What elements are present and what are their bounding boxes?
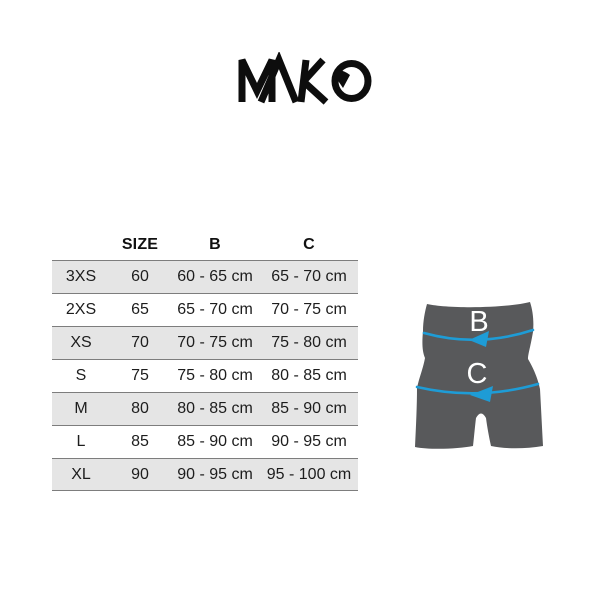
b-range: 65 - 70 cm	[177, 301, 253, 318]
size-number: 80	[131, 400, 149, 417]
table-row: XS 70 70 - 75 cm 75 - 80 cm	[52, 326, 358, 359]
size-label: XS	[70, 334, 92, 351]
size-number: 60	[131, 268, 149, 285]
table-row: M 80 80 - 85 cm 85 - 90 cm	[52, 392, 358, 425]
size-number: 75	[131, 367, 149, 384]
size-number: 85	[131, 433, 149, 450]
c-range: 65 - 70 cm	[271, 268, 347, 285]
logo-letters-mak	[238, 52, 329, 105]
b-range: 60 - 65 cm	[177, 268, 253, 285]
hip-label: C	[467, 358, 488, 390]
size-label: M	[74, 400, 88, 417]
b-range: 70 - 75 cm	[177, 334, 253, 351]
table-row: XL 90 90 - 95 cm 95 - 100 cm	[52, 458, 358, 491]
size-label: L	[76, 433, 86, 450]
hip-arrow-icon	[470, 386, 493, 402]
c-range: 80 - 85 cm	[271, 367, 347, 384]
mako-logo	[238, 52, 372, 105]
shark-fin-icon	[334, 70, 350, 88]
logo-letter-k-lower	[300, 78, 329, 105]
c-range: 75 - 80 cm	[271, 334, 347, 351]
size-number: 70	[131, 334, 149, 351]
b-range: 75 - 80 cm	[177, 367, 253, 384]
header-size: SIZE	[121, 236, 159, 253]
b-range: 90 - 95 cm	[177, 465, 253, 483]
logo-letter-o	[331, 60, 372, 102]
size-label: XL	[71, 465, 91, 483]
header-b: B	[209, 236, 221, 253]
table-row: 2XS 65 65 - 70 cm 70 - 75 cm	[52, 293, 358, 326]
table-row: 3XS 60 60 - 65 cm 65 - 70 cm	[52, 260, 358, 293]
size-label: 2XS	[65, 301, 97, 318]
b-range: 80 - 85 cm	[177, 400, 253, 417]
table-row: S 75 75 - 80 cm 80 - 85 cm	[52, 359, 358, 392]
size-chart-table: SIZE B C 3XS 60 60 - 65 cm 65 - 70 cm 2X…	[52, 226, 358, 491]
c-range: 95 - 100 cm	[266, 465, 352, 483]
logo-letter-k-upper	[300, 57, 326, 85]
size-number: 90	[131, 465, 149, 483]
size-label: 3XS	[65, 268, 97, 285]
header-c: C	[303, 236, 315, 253]
b-range: 85 - 90 cm	[177, 433, 253, 450]
c-range: 90 - 95 cm	[271, 433, 347, 450]
c-range: 70 - 75 cm	[271, 301, 347, 318]
logo-letter-a	[257, 52, 300, 104]
table-header-row: SIZE B C	[52, 226, 358, 260]
size-label: S	[75, 367, 87, 384]
size-number: 65	[131, 301, 149, 318]
shorts-diagram: B C	[415, 302, 543, 449]
waist-arrow-icon	[469, 331, 489, 347]
c-range: 85 - 90 cm	[271, 400, 347, 417]
waist-label: B	[469, 306, 488, 338]
table-row: L 85 85 - 90 cm 90 - 95 cm	[52, 425, 358, 458]
